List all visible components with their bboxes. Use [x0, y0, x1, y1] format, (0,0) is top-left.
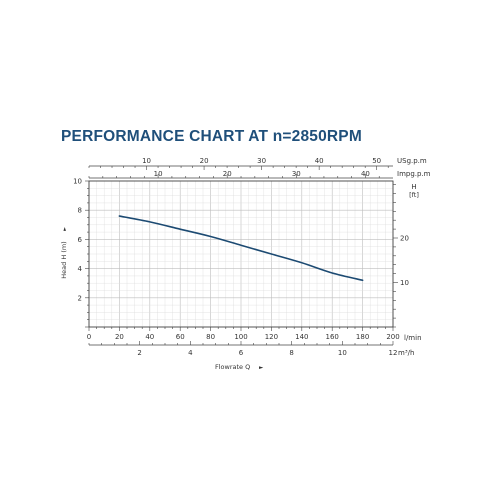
head-ft-axis-label-unit: [ft] [409, 191, 419, 199]
y-axis-arrow: ► [62, 227, 68, 231]
us-gpm-axis-tick-label: 20 [200, 157, 209, 165]
us-gpm-axis-tick-label: 50 [372, 157, 381, 165]
x-tick-label: 140 [295, 333, 308, 341]
imp-gpm-axis-tick-label: 30 [292, 170, 301, 178]
imp-gpm-axis-tick-label: 10 [154, 170, 163, 178]
y-tick-label: 4 [78, 265, 83, 273]
y-tick-label: 6 [78, 236, 83, 244]
m3h-axis-tick-label: 12 [389, 349, 398, 357]
head-ft-axis-label-h: H [411, 183, 416, 191]
imp-gpm-axis-tick-label: 40 [361, 170, 370, 178]
chart-grid [88, 180, 394, 328]
ft-tick-label: 10 [400, 279, 409, 287]
x-tick-label: 160 [326, 333, 339, 341]
performance-curve [118, 215, 364, 282]
x-tick-label: 20 [115, 333, 124, 341]
x-tick-label: 120 [265, 333, 278, 341]
m3h-axis-tick-label: 4 [188, 349, 193, 357]
m3h-axis-tick-label: 2 [137, 349, 141, 357]
x-axis-title: Flowrate Q [215, 363, 250, 371]
m3h-axis-tick-label: 10 [338, 349, 347, 357]
x-axis-arrow: ► [259, 365, 264, 371]
y-tick-label: 2 [78, 294, 82, 302]
x-tick-label: 40 [145, 333, 154, 341]
x-tick-label: 60 [176, 333, 185, 341]
x-tick-label: 0 [87, 333, 91, 341]
imp-gpm-axis-tick-label: 20 [223, 170, 232, 178]
x-tick-label: 200 [386, 333, 399, 341]
imp-gpm-unit-label: Impg.p.m [397, 170, 431, 178]
y-tick-label: 8 [78, 207, 82, 215]
m3h-axis-tick-label: 8 [289, 349, 293, 357]
y-axis-title: Head H (m) [60, 241, 68, 278]
lmin-unit-label: l/min [404, 334, 422, 342]
chart-title: PERFORMANCE CHART AT n=2850RPM [61, 128, 362, 145]
us-gpm-unit-label: USg.p.m [397, 157, 427, 165]
x-tick-label: 180 [356, 333, 369, 341]
m3h-axis-tick-label: 6 [239, 349, 244, 357]
head-flow-curve [118, 215, 364, 282]
m3h-unit-label: m³/h [398, 349, 414, 357]
us-gpm-axis-tick-label: 10 [142, 157, 151, 165]
ft-tick-label: 20 [400, 234, 409, 242]
us-gpm-axis-tick-label: 30 [257, 157, 266, 165]
x-tick-label: 80 [206, 333, 215, 341]
y-tick-label: 10 [73, 178, 82, 186]
x-tick-label: 100 [234, 333, 247, 341]
us-gpm-axis-tick-label: 40 [315, 157, 324, 165]
